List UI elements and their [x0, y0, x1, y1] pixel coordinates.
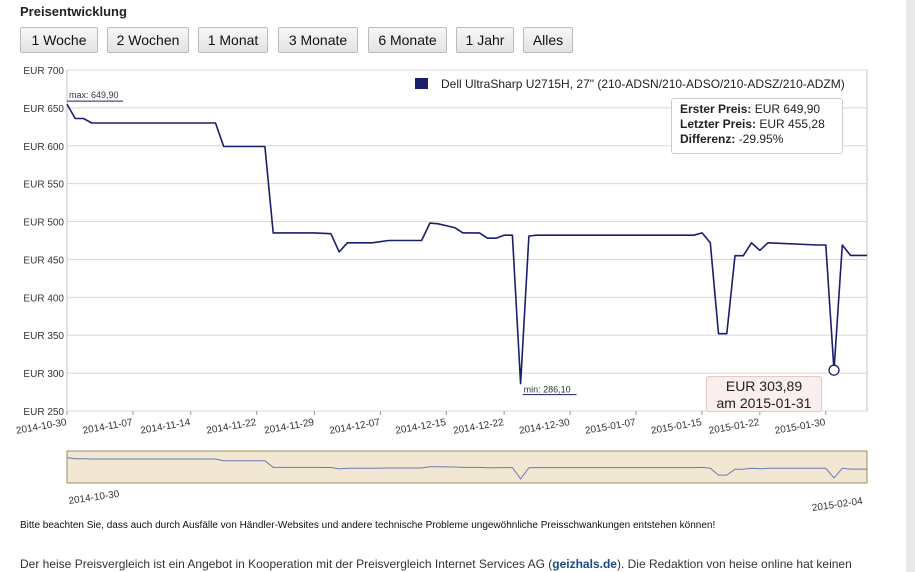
price-summary-box: Erster Preis: EUR 649,90 Letzter Preis: …: [671, 98, 843, 154]
range-navigator[interactable]: 2014-10-30 2015-02-04: [66, 450, 868, 514]
max-label: max: 649,90: [69, 90, 119, 100]
footer-text: Der heise Preisvergleich ist ein Angebot…: [20, 557, 852, 571]
navigator-end-label: 2015-02-04: [811, 496, 864, 514]
legend: Dell UltraSharp U2715H, 27" (210-ADSN/21…: [415, 77, 845, 91]
y-tick-label: EUR 400: [23, 293, 64, 304]
range-3-months-button[interactable]: 3 Monate: [278, 27, 358, 53]
hover-tooltip: EUR 303,89 am 2015-01-31: [706, 376, 822, 412]
range-1-month-button[interactable]: 1 Monat: [198, 27, 268, 53]
y-tick-label: EUR 500: [23, 218, 64, 229]
x-tick-label: 2015-01-15: [650, 417, 703, 437]
grid-lines: [67, 69, 867, 412]
page-scrollbar[interactable]: [906, 0, 915, 572]
navigator-line: [66, 457, 867, 480]
y-tick-label: EUR 550: [23, 180, 64, 191]
x-axis: 2014-10-30 2014-11-07 2014-11-14 2014-11-22…: [15, 411, 827, 437]
first-price-value: EUR 649,90: [754, 102, 821, 116]
price-chart[interactable]: EUR 250 EUR 300 EUR 350 EUR 400 EUR 450 EUR 5…: [0, 62, 906, 514]
legend-label: Dell UltraSharp U2715H, 27" (210-ADSN/21…: [441, 77, 845, 91]
last-price-label: Letzter Preis:: [680, 117, 757, 131]
y-tick-label: EUR 700: [23, 66, 64, 77]
range-1-week-button[interactable]: 1 Woche: [20, 27, 98, 53]
y-tick-label: EUR 650: [23, 104, 64, 115]
x-tick-label: 2014-11-07: [82, 417, 134, 437]
footer-before: Der heise Preisvergleich ist ein Angebot…: [20, 557, 553, 571]
min-label: min: 286,10: [524, 385, 571, 395]
difference-row: Differenz: -29.95%: [680, 132, 842, 147]
disclaimer-note: Bitte beachten Sie, dass auch durch Ausf…: [20, 520, 716, 531]
series-line: [66, 103, 867, 385]
hover-marker: [828, 364, 840, 376]
x-tick-label: 2014-12-22: [452, 417, 505, 437]
tooltip-date: am 2015-01-31: [716, 395, 812, 411]
geizhals-link[interactable]: geizhals.de: [552, 557, 617, 571]
y-tick-label: EUR 450: [23, 255, 64, 266]
x-tick-label: 2014-12-07: [329, 417, 382, 437]
legend-swatch: [415, 78, 428, 89]
x-tick-label: 2015-01-22: [708, 417, 761, 437]
tooltip-price: EUR 303,89: [725, 378, 803, 394]
first-price-row: Erster Preis: EUR 649,90: [680, 102, 842, 117]
range-1-year-button[interactable]: 1 Jahr: [456, 27, 514, 53]
difference-value: -29.95%: [738, 132, 784, 146]
y-tick-label: EUR 350: [23, 331, 64, 342]
x-tick-label: 2014-11-14: [140, 417, 192, 437]
x-tick-label: 2014-12-15: [395, 417, 448, 437]
x-tick-label: 2014-11-29: [263, 417, 315, 437]
last-price-value: EUR 455,28: [759, 117, 825, 131]
footer-after: ). Die Redaktion von heise online hat ke…: [616, 557, 852, 571]
x-tick-label: 2014-12-30: [518, 417, 571, 437]
range-6-months-button[interactable]: 6 Monate: [368, 27, 447, 53]
y-tick-label: EUR 250: [23, 407, 64, 418]
y-axis: EUR 250 EUR 300 EUR 350 EUR 400 EUR 450 EUR 5…: [23, 66, 64, 418]
last-price-row: Letzter Preis: EUR 455,28: [680, 117, 842, 132]
annotations: max: 649,90 min: 286,10: [67, 90, 840, 396]
x-tick-label: 2015-01-30: [774, 417, 827, 437]
first-price-label: Erster Preis:: [680, 102, 752, 116]
y-tick-label: EUR 600: [23, 142, 64, 153]
page-title: Preisentwicklung: [20, 4, 127, 19]
navigator-start-label: 2014-10-30: [68, 489, 121, 507]
x-tick-label: 2015-01-07: [584, 417, 637, 437]
range-2-weeks-button[interactable]: 2 Wochen: [107, 27, 189, 53]
y-tick-label: EUR 300: [23, 369, 64, 380]
range-all-button[interactable]: Alles: [523, 27, 573, 53]
difference-label: Differenz:: [680, 132, 736, 146]
x-tick-label: 2014-10-30: [15, 417, 68, 437]
series-lines: [66, 103, 867, 385]
x-tick-label: 2014-11-22: [206, 417, 258, 437]
